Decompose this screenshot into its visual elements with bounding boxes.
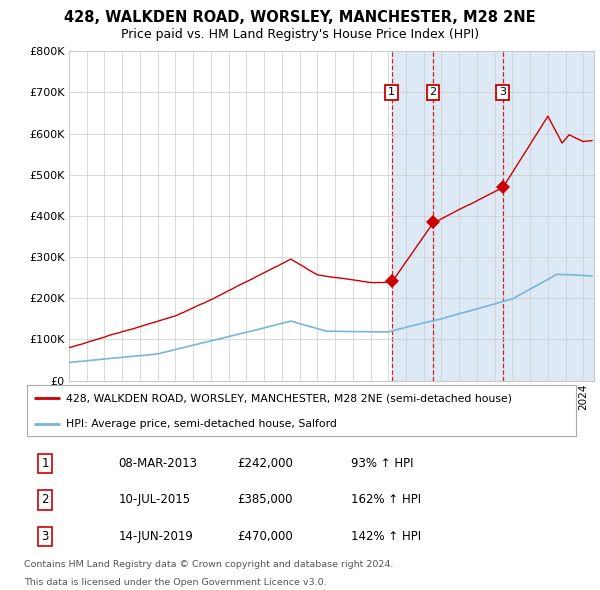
Text: 3: 3: [499, 87, 506, 97]
Text: This data is licensed under the Open Government Licence v3.0.: This data is licensed under the Open Gov…: [24, 578, 326, 587]
Text: 08-MAR-2013: 08-MAR-2013: [118, 457, 197, 470]
Text: 10-JUL-2015: 10-JUL-2015: [118, 493, 190, 506]
Text: 428, WALKDEN ROAD, WORSLEY, MANCHESTER, M28 2NE: 428, WALKDEN ROAD, WORSLEY, MANCHESTER, …: [64, 9, 536, 25]
Text: 14-JUN-2019: 14-JUN-2019: [118, 530, 193, 543]
Text: Contains HM Land Registry data © Crown copyright and database right 2024.: Contains HM Land Registry data © Crown c…: [24, 560, 394, 569]
Text: HPI: Average price, semi-detached house, Salford: HPI: Average price, semi-detached house,…: [65, 419, 337, 429]
Text: 142% ↑ HPI: 142% ↑ HPI: [352, 530, 422, 543]
Text: £470,000: £470,000: [238, 530, 293, 543]
Text: 1: 1: [41, 457, 49, 470]
Text: Price paid vs. HM Land Registry's House Price Index (HPI): Price paid vs. HM Land Registry's House …: [121, 28, 479, 41]
Text: 3: 3: [41, 530, 49, 543]
Text: 1: 1: [388, 87, 395, 97]
Text: 93% ↑ HPI: 93% ↑ HPI: [352, 457, 414, 470]
Text: £242,000: £242,000: [238, 457, 293, 470]
Text: 2: 2: [430, 87, 437, 97]
FancyBboxPatch shape: [27, 385, 575, 436]
Text: £385,000: £385,000: [238, 493, 293, 506]
Text: 162% ↑ HPI: 162% ↑ HPI: [352, 493, 422, 506]
Text: 2: 2: [41, 493, 49, 506]
Bar: [392, 51, 594, 381]
Text: 428, WALKDEN ROAD, WORSLEY, MANCHESTER, M28 2NE (semi-detached house): 428, WALKDEN ROAD, WORSLEY, MANCHESTER, …: [65, 393, 512, 403]
